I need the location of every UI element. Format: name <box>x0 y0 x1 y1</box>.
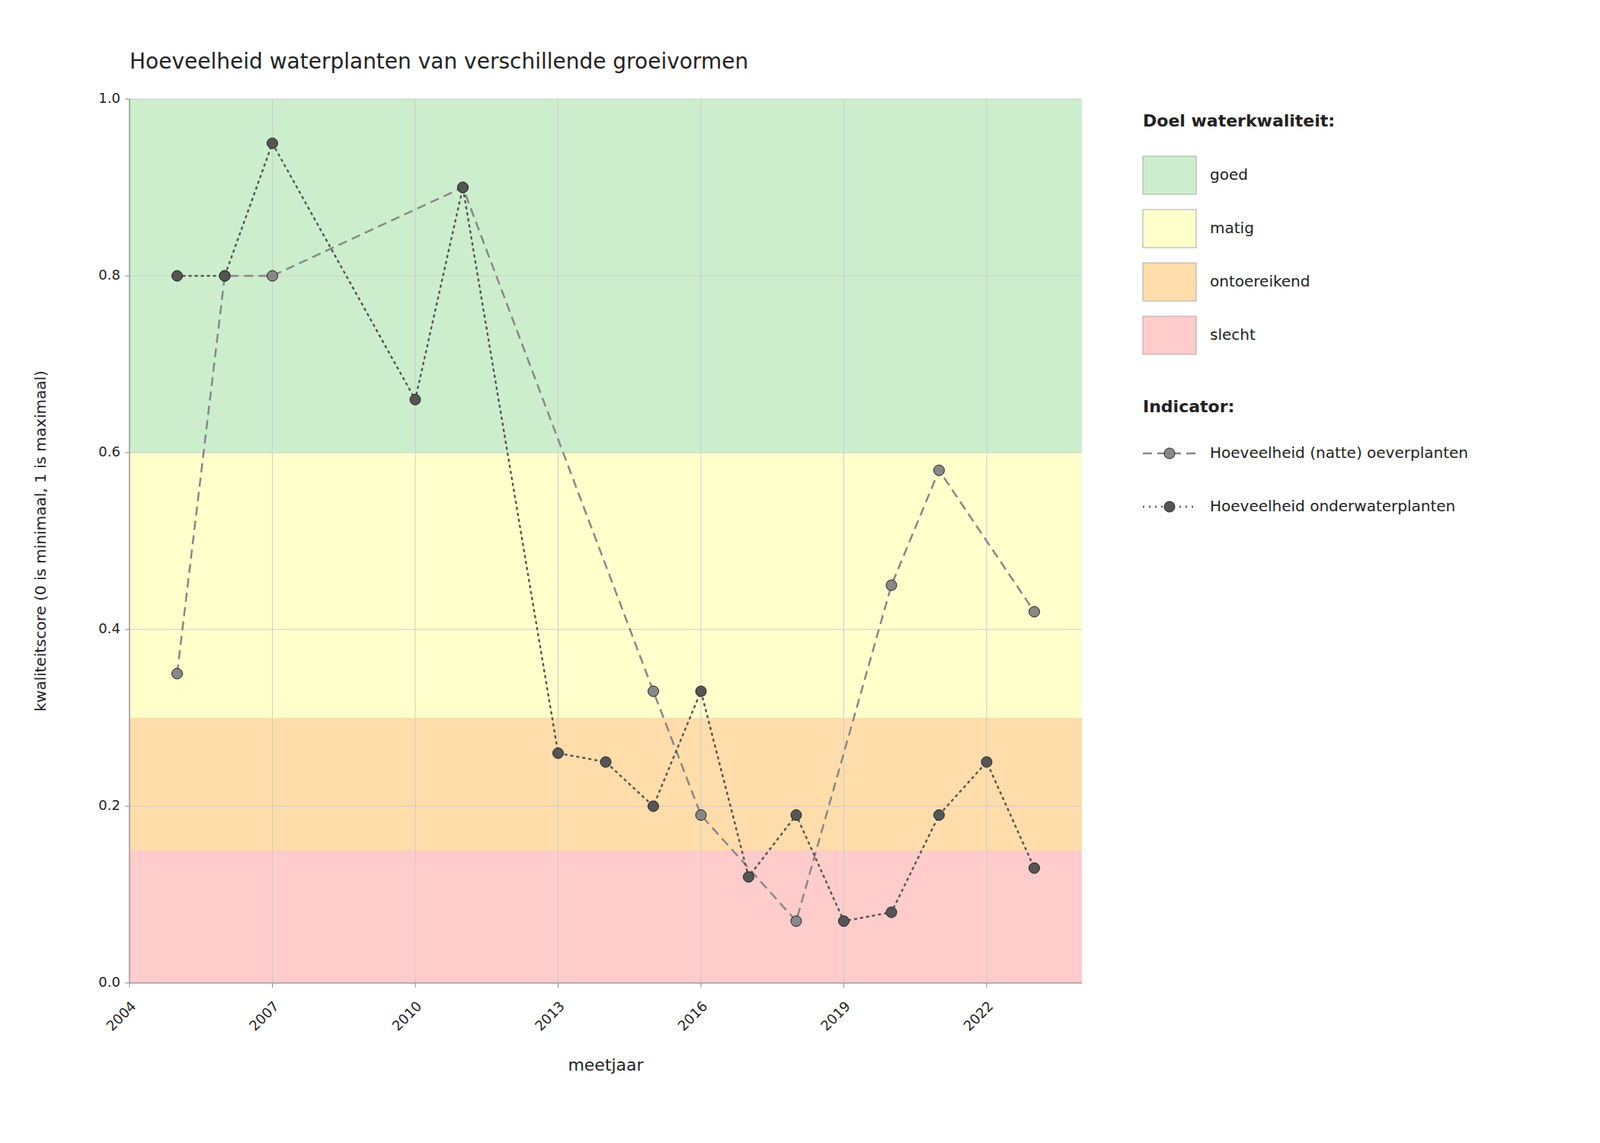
series-point <box>743 871 755 883</box>
x-tick-label: 2007 <box>246 998 282 1034</box>
y-tick <box>124 629 130 631</box>
grid-line <box>129 99 131 983</box>
legend-label: slecht <box>1209 325 1256 344</box>
y-tick-label: 0.2 <box>98 796 121 813</box>
series-line <box>177 187 1035 922</box>
legend-label: goed <box>1209 165 1248 184</box>
y-tick <box>124 982 130 984</box>
series-point <box>600 756 612 768</box>
legend-marker-sample <box>1164 448 1175 459</box>
legend: Doel waterkwaliteit: goed matig ontoereiken… <box>1142 111 1469 516</box>
x-tick <box>843 982 845 988</box>
series-point <box>267 270 279 282</box>
legend-label: ontoereikend <box>1209 272 1310 291</box>
grid-line <box>415 99 416 983</box>
y-tick <box>124 275 130 277</box>
series-point <box>790 809 802 821</box>
y-tick-label: 0.8 <box>98 266 121 283</box>
legend-swatch <box>1142 262 1197 301</box>
x-axis-label: meetjaar <box>567 1055 644 1075</box>
x-tick-label: 2016 <box>674 998 711 1034</box>
x-tick <box>415 982 416 988</box>
series-point <box>553 747 564 759</box>
series-point <box>172 270 183 282</box>
grid <box>129 99 1082 983</box>
series-point <box>838 915 850 927</box>
series-point <box>695 685 707 697</box>
grid-line <box>843 99 845 983</box>
series-point <box>886 579 897 591</box>
x-tick-label: 2013 <box>531 998 568 1034</box>
chart: 2004 2007 2010 2013 2016 2019 2022 0.0 0.2 0.4 0.6… <box>0 0 1600 1143</box>
bands <box>129 99 1082 983</box>
legend-swatch <box>1142 316 1197 355</box>
series-point <box>267 137 279 149</box>
series-point <box>934 464 945 476</box>
x-tick-label: 2022 <box>960 998 996 1034</box>
series-point <box>172 668 183 679</box>
legend-swatch <box>1142 156 1197 195</box>
legend-swatch <box>1142 209 1197 248</box>
x-tick <box>986 982 988 988</box>
y-tick-label: 0.6 <box>98 443 121 460</box>
grid-line <box>700 99 702 983</box>
data <box>172 137 1040 927</box>
legend-marker-sample <box>1164 501 1175 512</box>
series-point <box>457 182 469 193</box>
series-point <box>219 270 231 282</box>
series-point <box>1029 862 1040 874</box>
series-point <box>457 182 469 193</box>
series-point <box>934 809 945 821</box>
series-point <box>981 756 992 768</box>
y-tick-label: 0.0 <box>98 973 121 990</box>
y-tick <box>124 99 130 100</box>
series-point <box>695 809 707 821</box>
y-tick-label: 1.0 <box>98 89 121 106</box>
y-tick <box>124 806 130 807</box>
series-point <box>219 270 231 282</box>
x-tick-label: 2010 <box>388 998 425 1034</box>
x-tick <box>700 982 702 988</box>
x-tick <box>557 982 559 988</box>
series-point <box>409 393 421 405</box>
grid-line <box>557 99 559 983</box>
title: Hoeveelheid waterplanten van verschillen… <box>129 48 749 74</box>
series-point <box>790 915 802 927</box>
series-line <box>177 143 1035 922</box>
x-tick-label: 2004 <box>102 998 139 1034</box>
legend-label: Hoeveelheid (natte) oeverplanten <box>1209 443 1469 462</box>
series-point <box>886 906 897 918</box>
legend-label: Hoeveelheid onderwaterplanten <box>1209 496 1456 516</box>
x-tick <box>129 982 131 988</box>
series-point <box>648 800 660 812</box>
legend-title: Indicator: <box>1142 396 1235 416</box>
y-tick-label: 0.4 <box>98 620 121 637</box>
y-tick <box>124 452 130 454</box>
x-tick <box>272 982 273 988</box>
y-axis-line <box>128 99 130 983</box>
y-axis-label: kwaliteitscore (0 is minimaal, 1 is maxi… <box>31 370 50 712</box>
grid-line <box>272 99 273 983</box>
axes: 2004 2007 2010 2013 2016 2019 2022 0.0 0.2 0.4 0.6… <box>98 89 1082 1034</box>
series-point <box>648 685 660 697</box>
legend-label: matig <box>1209 218 1255 237</box>
series-point <box>1029 606 1040 618</box>
x-tick-label: 2019 <box>817 998 854 1034</box>
legend-title: Doel waterkwaliteit: <box>1142 111 1335 131</box>
